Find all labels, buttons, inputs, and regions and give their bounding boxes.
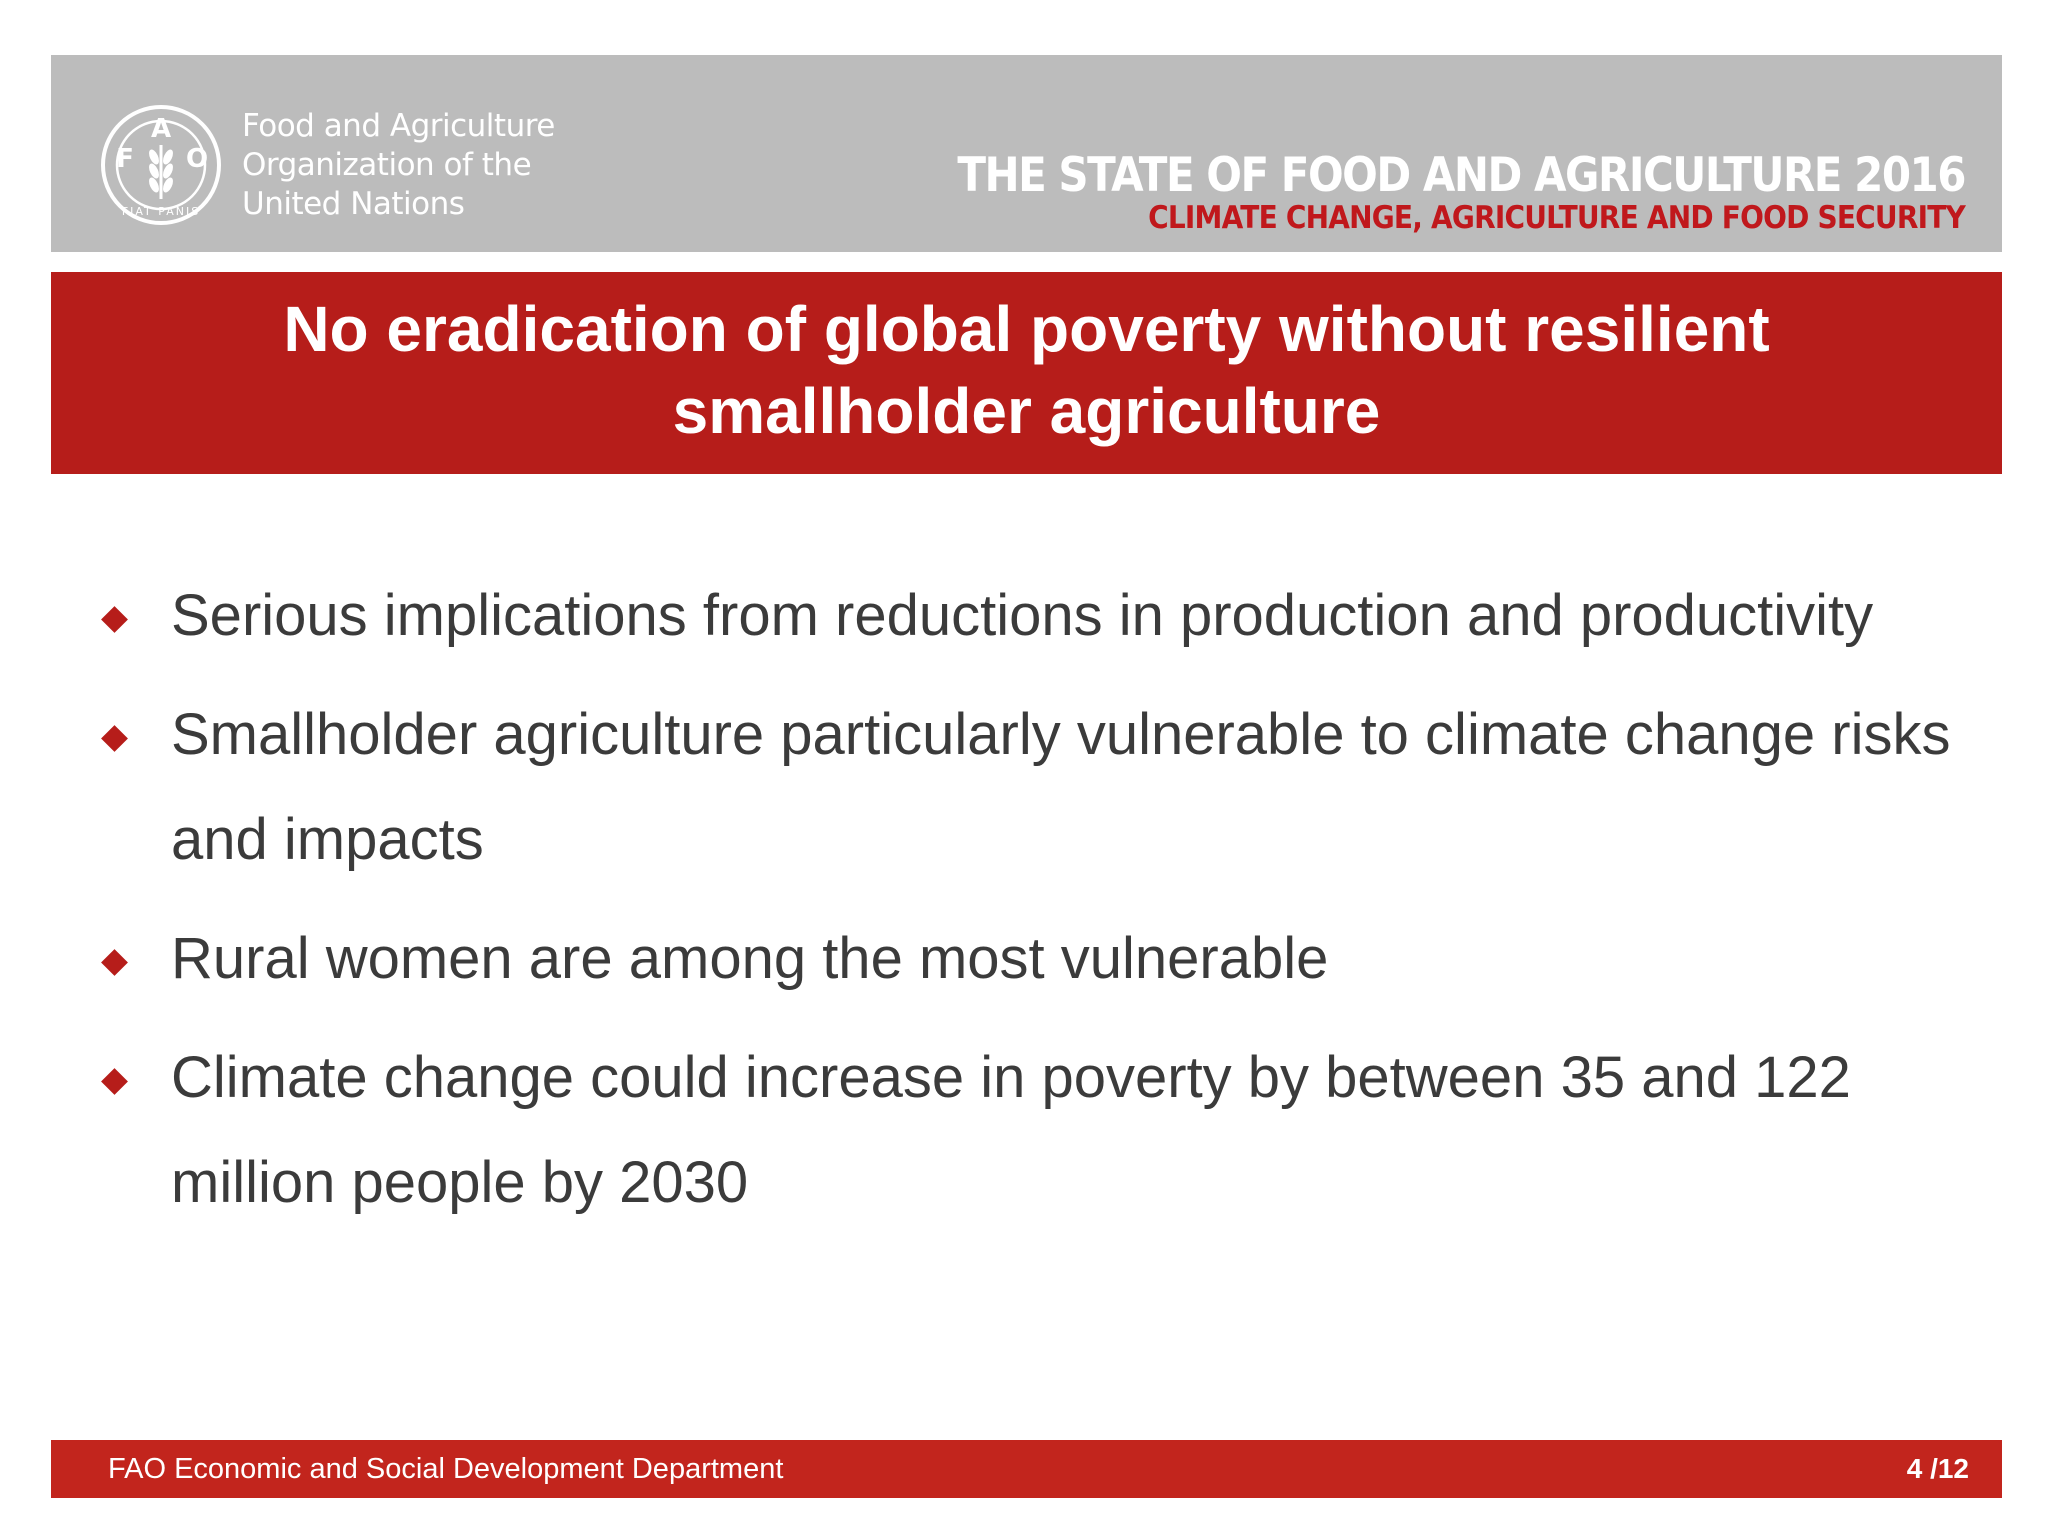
publication-title-block: THE STATE OF FOOD AND AGRICULTURE 2016 C… (957, 150, 1966, 235)
bullet-text: Serious implications from reductions in … (171, 583, 1874, 648)
logo-letter-o: O (186, 144, 208, 174)
logo-motto: FIAT PANIS (122, 205, 200, 218)
slide-title-line: No eradication of global poverty without… (283, 293, 1770, 365)
list-item: Rural women are among the most vulnerabl… (100, 906, 1980, 1011)
slide-title-band: No eradication of global poverty without… (51, 272, 2002, 474)
publication-subtitle: CLIMATE CHANGE, AGRICULTURE AND FOOD SEC… (1148, 198, 1966, 236)
list-item: Serious implications from reductions in … (100, 563, 1980, 668)
bullet-text: Rural women are among the most vulnerabl… (171, 926, 1329, 991)
fao-logo-icon: F A O FIAT PANIS (101, 105, 221, 225)
org-name-line: Food and Agriculture (242, 108, 555, 144)
diamond-bullet-icon (101, 606, 128, 633)
publication-title: THE STATE OF FOOD AND AGRICULTURE 2016 (957, 147, 1966, 203)
diamond-bullet-icon (101, 949, 128, 976)
header-band: F A O FIAT PANIS Food and Agriculture Or… (51, 55, 2002, 252)
logo-letter-f: F (116, 144, 134, 174)
footer-band: FAO Economic and Social Development Depa… (51, 1440, 2002, 1498)
diamond-bullet-icon (101, 1068, 128, 1095)
list-item: Climate change could increase in poverty… (100, 1025, 1980, 1235)
bullet-list: Serious implications from reductions in … (100, 563, 1980, 1249)
org-name-line: Organization of the (242, 147, 532, 183)
organization-name: Food and Agriculture Organization of the… (242, 107, 555, 224)
bullet-text: Climate change could increase in poverty… (171, 1045, 1851, 1215)
footer-department: FAO Economic and Social Development Depa… (108, 1453, 784, 1485)
bullet-text: Smallholder agriculture particularly vul… (171, 702, 1951, 872)
logo-letter-a: A (151, 114, 171, 144)
org-name-line: United Nations (242, 186, 465, 222)
diamond-bullet-icon (101, 725, 128, 752)
page-indicator: 4 /12 (1906, 1453, 1969, 1484)
slide-title: No eradication of global poverty without… (177, 288, 1877, 452)
list-item: Smallholder agriculture particularly vul… (100, 682, 1980, 892)
slide-title-line: smallholder agriculture (672, 375, 1381, 447)
